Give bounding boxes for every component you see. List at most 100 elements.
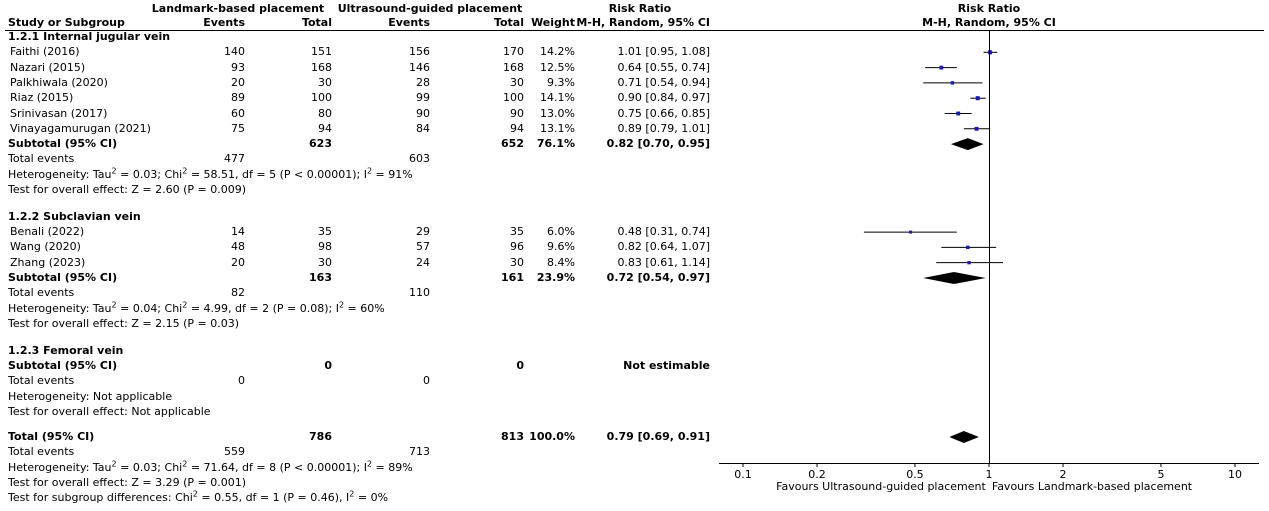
subtotal-label: Subtotal (95% CI) — [8, 358, 118, 372]
subtotal-diamond-0 — [950, 138, 984, 151]
header-weight: Weight — [531, 16, 575, 29]
subtotal-label: Subtotal (95% CI) — [8, 270, 118, 284]
study-events1: 75 — [231, 121, 245, 135]
x-tick-label: 10 — [1228, 468, 1242, 481]
total-weight: 100.0% — [529, 430, 575, 443]
point-estimate-8 — [967, 261, 971, 265]
header-total1: Total — [301, 16, 332, 29]
total-total1: 786 — [309, 430, 332, 443]
study-ci: 1.01 [0.95, 1.08] — [617, 45, 710, 59]
study-total2: 170 — [503, 45, 524, 59]
study-name: Benali (2022) — [10, 225, 85, 239]
study-events2: 28 — [416, 75, 430, 89]
subgroup-title: 1.2.2 Subclavian vein — [8, 209, 141, 223]
study-total1: 168 — [311, 60, 332, 74]
study-events2: 156 — [409, 45, 430, 59]
study-weight: 13.0% — [540, 106, 575, 120]
study-total1: 98 — [318, 240, 332, 254]
header-method: M-H, Random, 95% CI — [576, 16, 710, 29]
study-total2: 100 — [503, 91, 524, 105]
total-diamond — [949, 431, 979, 443]
study-name: Wang (2020) — [10, 240, 81, 254]
study-weight: 14.2% — [540, 45, 575, 59]
study-ci: 0.64 [0.55, 0.74] — [617, 60, 710, 74]
study-ci: 0.83 [0.61, 1.14] — [617, 255, 710, 269]
total-total2: 813 — [501, 430, 524, 443]
plot-title: Risk Ratio — [957, 2, 1021, 15]
point-estimate-7 — [966, 245, 970, 250]
study-name: Riaz (2015) — [10, 91, 74, 105]
point-estimate-5 — [974, 126, 979, 131]
study-events2: 24 — [416, 255, 430, 269]
heterogeneity: Heterogeneity: Tau2 = 0.03; Chi2 = 58.51… — [8, 166, 413, 181]
study-events2: 99 — [416, 91, 430, 105]
total-events1: 82 — [231, 286, 245, 300]
header-events2: Events — [388, 16, 430, 29]
study-weight: 9.6% — [547, 240, 575, 254]
study-name: Palkhiwala (2020) — [10, 75, 108, 89]
study-weight: 12.5% — [540, 60, 575, 74]
subtotal-total2: 161 — [501, 270, 524, 284]
total-events2: 0 — [423, 374, 430, 388]
study-name: Zhang (2023) — [10, 255, 86, 269]
point-estimate-0 — [988, 50, 993, 55]
total-events-label: Total events — [8, 374, 75, 388]
subtotal-ci: 0.82 [0.70, 0.95] — [606, 137, 710, 151]
study-events1: 60 — [231, 106, 245, 120]
total-events2: 603 — [409, 152, 430, 166]
overall-effect: Test for overall effect: Not applicable — [8, 404, 211, 418]
point-estimate-6 — [909, 230, 913, 234]
total-events-label: Total events — [8, 286, 75, 300]
header-total2: Total — [493, 16, 524, 29]
subtotal-total2: 652 — [501, 137, 524, 151]
total-overall-effect: Test for overall effect: Z = 3.29 (P = 0… — [8, 475, 246, 489]
total-ci: 0.79 [0.69, 0.91] — [606, 430, 710, 443]
study-ci: 0.89 [0.79, 1.01] — [617, 121, 710, 135]
study-total1: 94 — [318, 121, 332, 135]
x-tick-label: 0.1 — [734, 468, 752, 481]
x-tick-label: 0.5 — [906, 468, 924, 481]
study-events1: 20 — [231, 75, 245, 89]
study-name: Srinivasan (2017) — [10, 106, 108, 120]
total-heterogeneity: Heterogeneity: Tau2 = 0.03; Chi2 = 71.64… — [8, 458, 413, 474]
subtotal-total1: 163 — [309, 270, 332, 284]
study-total1: 151 — [311, 45, 332, 59]
study-weight: 9.3% — [547, 75, 575, 89]
study-weight: 8.4% — [547, 255, 575, 269]
study-ci: 0.48 [0.31, 0.74] — [617, 225, 710, 239]
study-events1: 93 — [231, 60, 245, 74]
study-ci: 0.82 [0.64, 1.07] — [617, 240, 710, 254]
subtotal-ci: 0.72 [0.54, 0.97] — [606, 270, 710, 284]
heterogeneity: Heterogeneity: Not applicable — [8, 389, 173, 403]
subgroup-title: 1.2.3 Femoral vein — [8, 343, 124, 357]
point-estimate-4 — [956, 111, 961, 116]
study-total2: 96 — [510, 240, 524, 254]
point-estimate-1 — [939, 65, 944, 70]
study-total2: 30 — [510, 255, 524, 269]
subtotal-weight: 23.9% — [536, 270, 575, 284]
subtotal-diamond-1 — [923, 271, 986, 284]
study-events2: 29 — [416, 225, 430, 239]
study-total2: 35 — [510, 225, 524, 239]
subgroup-title: 1.2.1 Internal jugular vein — [8, 30, 171, 43]
study-events2: 57 — [416, 240, 430, 254]
total-events-label: Total events — [8, 445, 75, 459]
overall-effect: Test for overall effect: Z = 2.15 (P = 0… — [8, 316, 239, 330]
total-events1: 559 — [224, 445, 245, 459]
point-estimate-2 — [950, 81, 955, 85]
header-group2: Ultrasound-guided placement — [337, 2, 523, 15]
study-name: Nazari (2015) — [10, 60, 86, 74]
study-total1: 80 — [318, 106, 332, 120]
study-total1: 30 — [318, 255, 332, 269]
study-events2: 146 — [409, 60, 430, 74]
x-tick-label: 5 — [1157, 468, 1165, 481]
total-events1: 0 — [238, 374, 245, 388]
study-total2: 94 — [510, 121, 524, 135]
study-events2: 90 — [416, 106, 430, 120]
study-name: Vinayagamurugan (2021) — [10, 121, 151, 135]
subtotal-total2: 0 — [516, 358, 524, 372]
study-total1: 100 — [311, 91, 332, 105]
total-events1: 477 — [224, 152, 245, 166]
total-label: Total (95% CI) — [8, 430, 95, 443]
